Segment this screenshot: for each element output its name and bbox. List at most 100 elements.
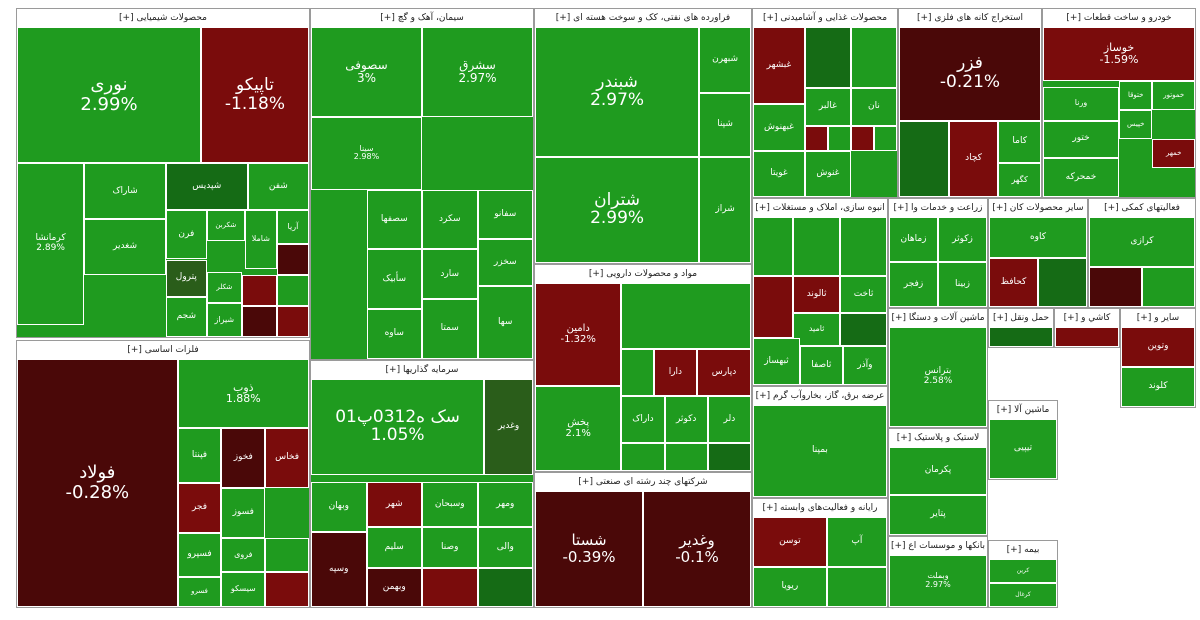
- stock-tile[interactable]: ثالوند: [793, 275, 841, 313]
- sector-panel[interactable]: فراورده های نفتی، کک و سوخت هسته ای [+] ش…: [534, 8, 752, 264]
- sector-panel[interactable]: محصولات غذایی و آشامیدنی [+] غبهنوش غویتا غ…: [752, 8, 898, 198]
- stock-tile[interactable]: ریویا: [753, 566, 827, 607]
- stock-tile[interactable]: وغدیر: [484, 379, 533, 475]
- stock-tile[interactable]: کحافظ: [989, 257, 1038, 307]
- stock-tile[interactable]: کچاد: [948, 120, 999, 197]
- stock-tile-minor[interactable]: [753, 275, 794, 338]
- stock-tile[interactable]: کرین: [989, 559, 1057, 583]
- stock-tile[interactable]: ساوه: [366, 309, 422, 359]
- stock-tile[interactable]: خمهر: [1152, 139, 1195, 169]
- stock-tile[interactable]: وصنا: [422, 527, 478, 569]
- stock-tile[interactable]: پخش 2.1%: [535, 386, 622, 471]
- stock-tile[interactable]: کاوه: [989, 217, 1087, 258]
- stock-tile[interactable]: تاپیکو -1.18%: [200, 27, 309, 164]
- stock-tile[interactable]: خپیس: [1119, 110, 1153, 140]
- stock-tile[interactable]: وسپه: [311, 531, 367, 607]
- stock-tile[interactable]: سشرق 2.97%: [422, 27, 533, 117]
- stock-tile[interactable]: سصفها: [366, 189, 422, 250]
- stock-tile[interactable]: سها: [477, 285, 533, 359]
- sector-header[interactable]: خودرو و ساخت قطعات [+]: [1043, 9, 1195, 27]
- stock-tile[interactable]: شهر: [366, 481, 422, 528]
- stock-tile-minor[interactable]: [873, 125, 897, 152]
- sector-panel[interactable]: سایر و [+] وتوین کلوند: [1120, 308, 1196, 408]
- stock-tile[interactable]: زماهان: [889, 217, 938, 262]
- stock-tile-minor[interactable]: [1142, 266, 1195, 307]
- stock-tile-minor[interactable]: [276, 275, 309, 306]
- stock-tile[interactable]: خوساز -1.59%: [1043, 27, 1195, 82]
- sector-panel[interactable]: سایر محصولات کان [+] کاوه کحافظ: [988, 198, 1088, 308]
- stock-tile[interactable]: سخزر: [477, 239, 533, 286]
- stock-tile[interactable]: سمتا: [422, 299, 478, 359]
- stock-tile-minor[interactable]: [827, 125, 851, 152]
- stock-tile[interactable]: سأبیک: [366, 249, 422, 310]
- stock-tile[interactable]: وسبحان: [422, 481, 478, 528]
- stock-tile[interactable]: ومهر: [477, 481, 533, 528]
- stock-tile-minor[interactable]: [621, 348, 654, 396]
- sector-panel[interactable]: لاستیک و پلاستیک [+] پکرمان پتایر: [888, 428, 988, 536]
- stock-tile[interactable]: ثبهساز: [753, 337, 800, 385]
- stock-tile[interactable]: ثاصفا: [799, 346, 843, 385]
- stock-tile[interactable]: شبهرن: [699, 27, 751, 94]
- sector-header[interactable]: سایر و [+]: [1121, 309, 1195, 327]
- stock-tile[interactable]: سفانو: [477, 189, 533, 240]
- stock-tile[interactable]: سلیم: [366, 527, 422, 569]
- sector-header[interactable]: زراعت و خدمات وا [+]: [889, 199, 987, 217]
- stock-tile[interactable]: فخاس: [265, 428, 309, 488]
- sector-header[interactable]: لاستیک و پلاستیک [+]: [889, 429, 987, 447]
- stock-tile[interactable]: آریا: [276, 209, 309, 244]
- stock-tile[interactable]: وبملت 2.97%: [889, 555, 987, 607]
- stock-tile-minor[interactable]: [664, 442, 708, 471]
- stock-tile[interactable]: سیسکو: [221, 572, 266, 607]
- stock-tile[interactable]: فپنتا: [177, 428, 222, 483]
- stock-tile[interactable]: والی: [477, 527, 533, 569]
- stock-tile[interactable]: شیراز: [206, 302, 242, 337]
- stock-tile-minor[interactable]: [850, 27, 897, 89]
- sector-panel[interactable]: محصولات شیمیایی [+] نوری 2.99% تاپیکو -1.18%…: [16, 8, 310, 338]
- stock-tile-minor[interactable]: [850, 125, 874, 152]
- sector-header[interactable]: بیمه [+]: [989, 541, 1057, 559]
- stock-tile[interactable]: شغدیر: [84, 219, 166, 275]
- stock-tile[interactable]: کلوند: [1121, 367, 1195, 407]
- sector-header[interactable]: محصولات شیمیایی [+]: [17, 9, 309, 27]
- stock-tile[interactable]: دامین -1.32%: [535, 283, 622, 387]
- stock-tile-minor[interactable]: [621, 283, 751, 349]
- stock-tile[interactable]: زبینا: [938, 262, 987, 307]
- stock-tile[interactable]: کاما: [998, 120, 1041, 163]
- stock-tile[interactable]: کرمانشا 2.89%: [17, 163, 85, 325]
- sector-header[interactable]: استخراج کانه های فلزی [+]: [899, 9, 1041, 27]
- sector-panel[interactable]: رایانه و فعالیت‌های وابسته [+] توسن ریویا آ…: [752, 498, 888, 608]
- stock-tile[interactable]: کگهر: [998, 163, 1041, 197]
- stock-tile[interactable]: شبندر 2.97%: [535, 27, 700, 157]
- sector-header[interactable]: فعالیتهای کمکی [+]: [1089, 199, 1195, 217]
- sector-panel[interactable]: زراعت و خدمات وا [+] زماهان زکوثر زفجر زبینا: [888, 198, 988, 308]
- sector-header[interactable]: عرضه برق، گاز، بخاروآب گرم [+]: [753, 387, 887, 405]
- stock-tile-minor[interactable]: [477, 568, 533, 607]
- stock-tile-minor[interactable]: [899, 120, 949, 197]
- stock-tile[interactable]: شراز: [699, 156, 751, 263]
- stock-tile[interactable]: ورنا: [1043, 86, 1119, 121]
- stock-tile[interactable]: تیپیی: [989, 419, 1057, 479]
- stock-tile[interactable]: داراک: [621, 395, 665, 443]
- stock-tile[interactable]: فخوز: [221, 428, 266, 488]
- stock-tile-minor[interactable]: [276, 306, 309, 337]
- stock-tile[interactable]: وبهان: [311, 481, 367, 532]
- stock-tile[interactable]: سصوفی 3%: [311, 27, 422, 117]
- stock-tile-minor[interactable]: [840, 217, 887, 276]
- stock-tile[interactable]: نوری 2.99%: [17, 27, 201, 164]
- stock-tile[interactable]: خمحرکه: [1043, 157, 1119, 197]
- stock-tile[interactable]: غبشهر: [753, 27, 805, 104]
- stock-tile[interactable]: زفجر: [889, 262, 938, 307]
- stock-tile[interactable]: ختور: [1043, 120, 1119, 158]
- stock-tile-minor[interactable]: [422, 568, 478, 607]
- stock-tile[interactable]: سکرد: [422, 189, 478, 250]
- stock-tile[interactable]: سینا 2.98%: [311, 116, 422, 190]
- stock-tile[interactable]: پتایر: [889, 495, 987, 535]
- stock-tile[interactable]: ثامید: [793, 312, 841, 347]
- sector-panel[interactable]: بانکها و موسسات اع [+] وبملت 2.97%: [888, 536, 988, 608]
- sector-header[interactable]: حمل ونقل [+]: [989, 309, 1053, 327]
- sector-panel[interactable]: استخراج کانه های فلزی [+] فزر -0.21% کاما کگ…: [898, 8, 1042, 198]
- stock-tile[interactable]: ثاخت: [840, 275, 887, 313]
- stock-tile-minor[interactable]: [1089, 266, 1142, 307]
- stock-tile-minor[interactable]: [804, 27, 851, 89]
- stock-tile[interactable]: دپارس: [697, 348, 751, 396]
